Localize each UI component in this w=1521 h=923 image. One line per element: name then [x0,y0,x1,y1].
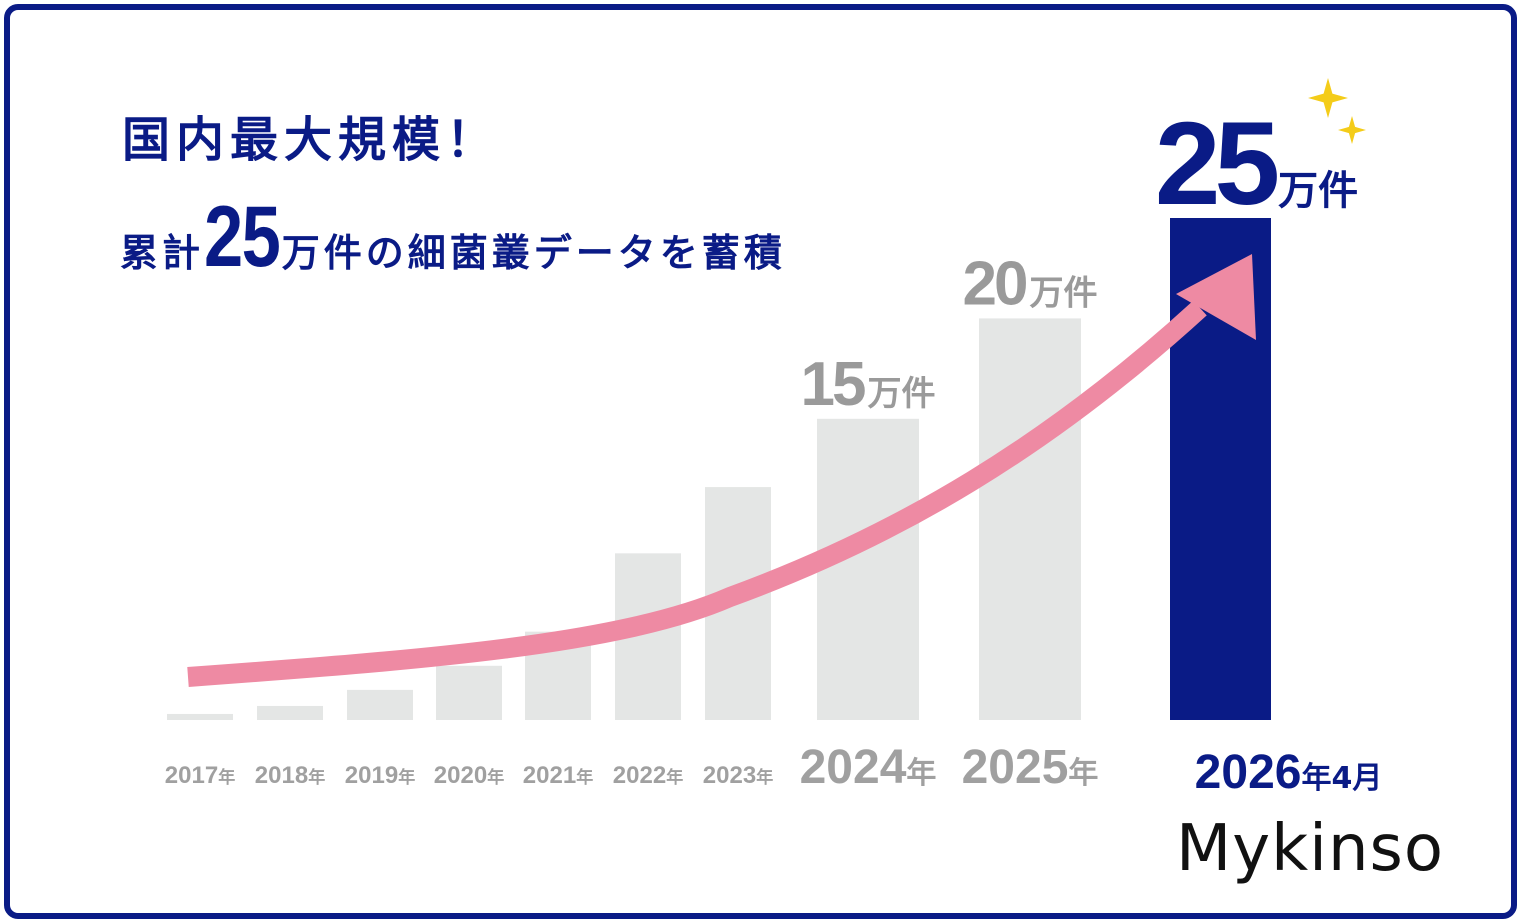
subline-number: 25 [204,189,281,285]
subline-suffix: 万件の細菌叢データを蓄積 [281,231,786,275]
brand-logo: Mykinso [1176,812,1444,886]
x-tick-label-2026: 2026年4月 [1195,746,1383,799]
trend-arrow-head [1176,254,1256,340]
trend-arrow-line [187,300,1207,687]
bar-2025 [979,318,1081,720]
data-label-2024: 15 万件 [801,350,936,419]
subline-prefix: 累計 [120,231,205,275]
headline: 国内最大規模！ [122,112,501,168]
x-tick-label-2023: 2023年 [703,762,773,789]
x-tick-label-2020: 2020年 [434,762,504,789]
x-tick-label-2019: 2019年 [345,762,415,789]
bar-2024 [817,418,919,720]
bar-2019 [347,689,413,720]
x-tick-label-2017: 2017年 [165,762,235,789]
sparkle-icon [1338,116,1366,144]
x-tick-label-2025: 2025年 [962,741,1099,794]
x-tick-label-2024: 2024年 [800,741,937,794]
bar-2018 [257,705,323,720]
data-label-2025: 20 万件 [963,249,1098,318]
data-label-2026: 25 万件 [1155,98,1358,230]
x-tick-label-2018: 2018年 [255,762,325,789]
bar-2017 [167,713,233,720]
x-tick-label-2021: 2021年 [523,762,593,789]
border-frame [4,4,1517,919]
trend-arrow [187,254,1256,687]
sparkle-icon [1308,78,1348,118]
x-tick-label-2022: 2022年 [613,762,683,789]
bar-2020 [436,665,502,720]
subline: 累計 25 万件の細菌叢データを蓄積 [120,188,786,287]
